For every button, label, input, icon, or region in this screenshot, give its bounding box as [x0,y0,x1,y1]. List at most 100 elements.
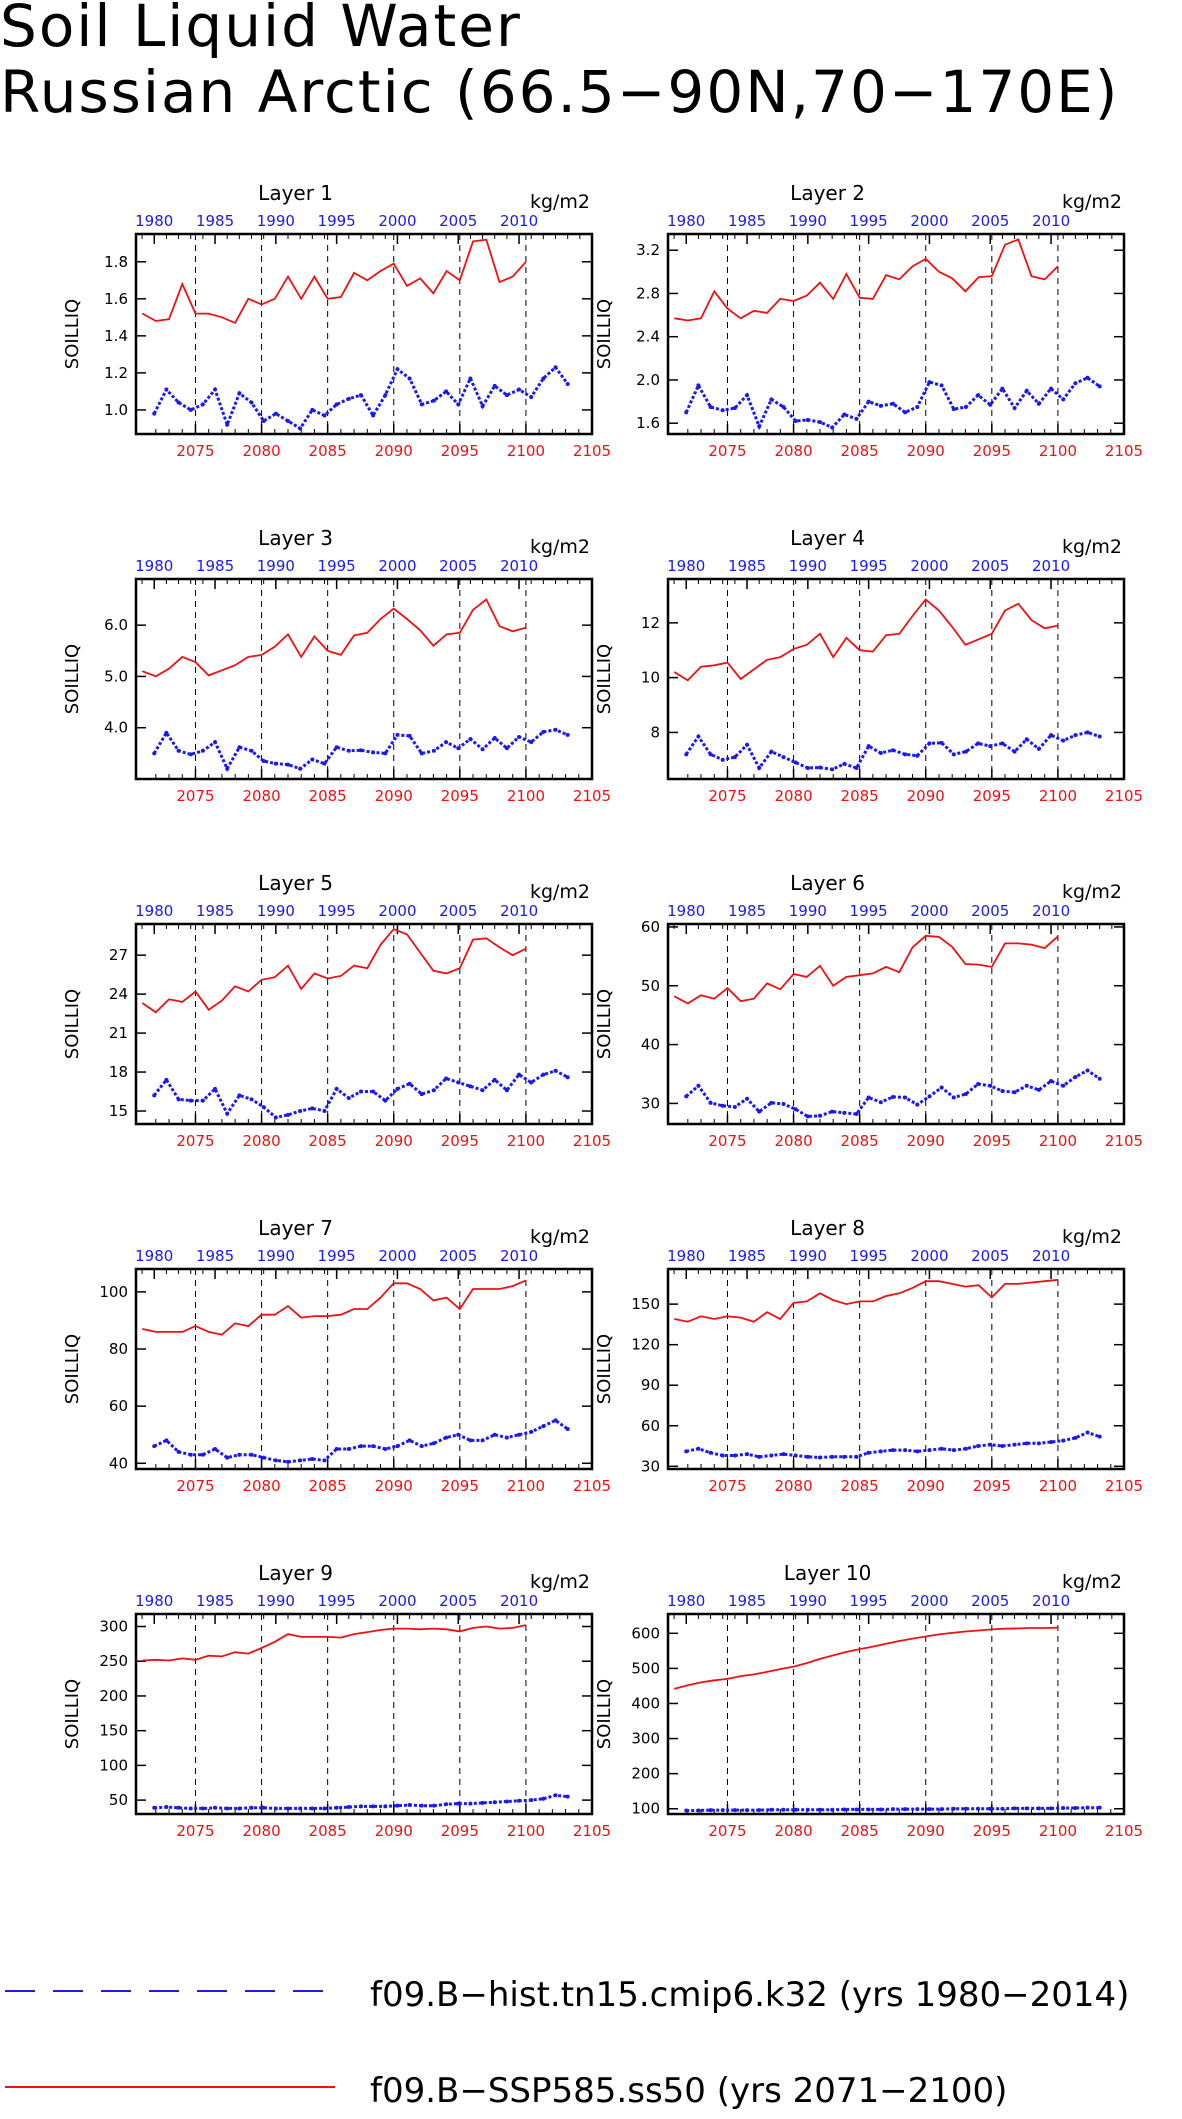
hist-data-point [757,424,762,429]
ssp-data-point [181,1331,183,1333]
ssp-data-point [991,1296,993,1298]
hist-data-point [696,1446,701,1451]
hist-data-point [164,387,169,392]
y-tick-label: 24 [109,985,128,1003]
ssp-data-point [792,973,795,975]
x-top-tick-label: 1995 [850,1247,888,1265]
hist-data-point [1000,1444,1005,1449]
y-tick-label: 300 [99,1618,128,1636]
ssp-data-point [472,1288,474,1290]
hist-data-point [781,1452,786,1457]
ssp-data-point [806,295,808,297]
ssp-data-point [700,994,702,996]
x-bottom-tick-label: 2075 [708,787,746,805]
hist-data-point [854,766,859,771]
ssp-data-point [432,970,434,972]
ssp-data-point [713,998,715,1000]
hist-data-point [866,1807,871,1812]
ssp-data-point [951,946,953,948]
hist-data-point [358,748,363,753]
ssp-data-point [459,967,461,969]
x-top-tick-label: 2010 [1032,1592,1070,1610]
hist-data-point [249,1805,254,1810]
hist-data-point [781,1102,786,1106]
y-tick-label: 1.2 [104,364,128,382]
hist-data-point [988,402,993,407]
y-tick-label: 50 [641,977,660,995]
ssp-data-point [260,654,263,656]
ssp-data-point [300,656,302,658]
hist-data-point [358,1804,363,1809]
legend-ssp-label: f09.B−SSP585.ss50 (yrs 2071−2100) [370,2071,1008,2111]
hist-data-point [1097,384,1102,389]
ssp-data-point [978,1284,980,1286]
ssp-series-line [674,1626,1058,1690]
hist-data-point [1036,746,1041,751]
hist-data-point [468,376,473,381]
ssp-data-point [525,627,527,629]
ssp-data-point [287,633,289,635]
ssp-data-point [247,656,249,658]
hist-data-point [188,1452,193,1457]
hist-data-point [517,1072,522,1077]
ssp-data-point [1017,1627,1019,1629]
ssp-data-point [300,1316,302,1319]
hist-data-point [1085,730,1090,735]
x-bottom-tick-label: 2090 [375,787,413,805]
x-top-tick-label: 1985 [196,212,234,230]
hist-data-point [769,1453,774,1458]
hist-data-point [793,1807,798,1812]
hist-data-point [988,1806,993,1811]
x-top-tick-label: 1985 [196,557,234,575]
hist-data-point [517,734,522,739]
hist-data-point [188,1806,193,1811]
hist-data-point [225,1111,230,1116]
hist-data-point [1073,1074,1078,1079]
ssp-data-point [925,1635,927,1638]
hist-data-point [732,406,737,411]
hist-data-point [696,383,701,388]
y-tick-label: 5.0 [104,667,128,685]
hist-data-point [818,1807,822,1812]
y-axis-label: SOILLIQ [594,299,615,369]
x-top-tick-label: 2010 [500,212,538,230]
y-tick-label: 30 [641,1457,660,1475]
x-top-tick-label: 1990 [257,902,295,920]
ssp-data-point [687,1002,689,1005]
hist-data-point [213,1805,218,1810]
ssp-data-point [713,664,715,666]
hist-data-point [541,1424,546,1429]
hist-data-point [492,1077,497,1082]
ssp-data-point [234,1322,236,1324]
x-top-tick-label: 1980 [667,212,705,230]
hist-data-point [684,1094,689,1099]
ssp-series-line [142,928,527,1014]
ssp-data-point [700,317,702,319]
x-bottom-tick-label: 2105 [573,1477,611,1495]
ssp-data-point [1030,275,1033,277]
x-bottom-tick-label: 2090 [907,442,945,460]
hist-data-point [696,1083,701,1088]
y-tick-label: 1.4 [104,327,128,345]
hist-data-point [273,1115,278,1120]
hist-series-line [685,1068,1101,1118]
ssp-data-point [221,1000,223,1002]
ssp-data-point [925,1280,927,1282]
hist-data-point [1049,1806,1054,1811]
ssp-data-point [1044,278,1046,281]
y-axis-label: SOILLIQ [62,299,83,369]
ssp-data-point [991,966,993,968]
ssp-data-point [806,644,808,646]
ssp-data-point [859,1300,861,1303]
ssp-data-point [366,1308,368,1310]
hist-data-point [708,404,713,409]
ssp-data-point [446,1628,448,1630]
hist-data-point [200,1806,205,1811]
hist-data-point [456,402,461,407]
x-bottom-tick-label: 2075 [176,442,214,460]
hist-data-point [383,1447,388,1451]
x-bottom-tick-label: 2085 [841,787,879,805]
ssp-data-point [898,278,900,281]
y-tick-label: 60 [109,1397,128,1415]
hist-data-point [273,1458,278,1463]
